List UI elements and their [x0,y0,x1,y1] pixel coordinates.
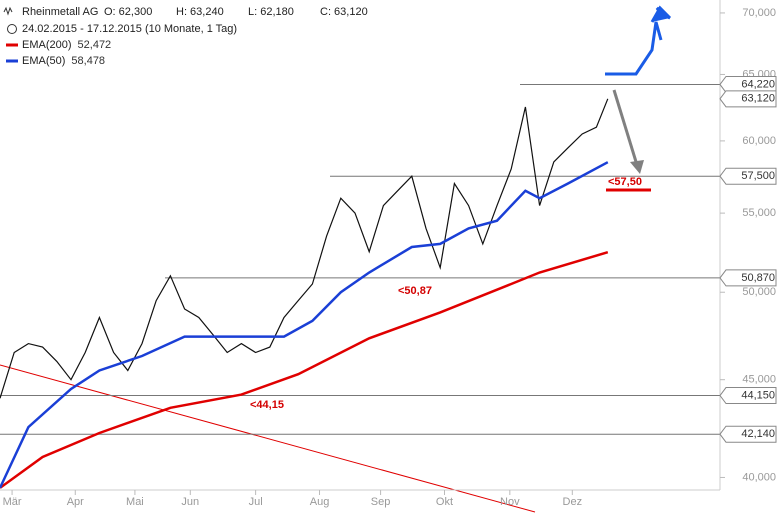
ema-line [0,251,609,489]
close: C: 63,120 [320,6,368,18]
up-arrow [605,21,663,76]
annotation: <44,15 [250,399,284,411]
y-tick-label: 55,000 [742,207,776,219]
last-box [719,90,777,108]
date-range: 24.02.2015 - 17.12.2015 (10 Monate, 1 Ta… [22,23,237,35]
price-line [0,98,609,399]
x-tick-label: Jul [249,496,263,508]
x-tick-label: Nov [500,496,520,508]
title: Rheinmetall AG [22,6,98,18]
legend-value: 58,478 [71,55,105,67]
y-tick-label: 50,000 [742,286,776,298]
trend-line [0,364,536,513]
y-tick-label: 60,000 [742,135,776,147]
level-label: 64,220 [741,78,775,90]
y-tick-label: 70,000 [742,7,776,19]
level-label: 44,150 [741,389,775,401]
ema-line [0,161,609,489]
legend-label: EMA(50) [22,55,65,67]
level-label: 50,870 [741,272,775,284]
down-arrow-head [630,160,644,174]
y-tick-label: 40,000 [742,471,776,483]
level-box [719,425,777,443]
level-box [719,269,777,287]
x-tick-label: Sep [371,496,391,508]
x-tick-label: Mär [3,496,22,508]
x-tick-label: Mai [126,496,144,508]
up-arrow-head [650,5,672,23]
clock-icon [7,24,17,34]
annotation: <50,87 [398,285,432,297]
level-label: 42,140 [741,428,775,440]
down-arrow [612,89,639,166]
x-tick-label: Aug [310,496,330,508]
open: O: 62,300 [104,6,152,18]
legend-label: EMA(200) [22,39,72,51]
level-label: 57,500 [741,170,775,182]
x-tick-label: Okt [436,496,453,508]
low: L: 62,180 [248,6,294,18]
y-tick-label: 45,000 [742,374,776,386]
level-box [719,387,777,405]
legend-value: 52,472 [78,39,112,51]
high: H: 63,240 [176,6,224,18]
level-box [719,167,777,185]
chart-icon [3,6,13,16]
level-box [719,75,777,93]
x-tick-label: Dez [563,496,583,508]
x-tick-label: Jun [181,496,199,508]
x-tick-label: Apr [67,496,84,508]
annotation: <57,50 [608,176,642,188]
last-label: 63,120 [741,93,775,105]
